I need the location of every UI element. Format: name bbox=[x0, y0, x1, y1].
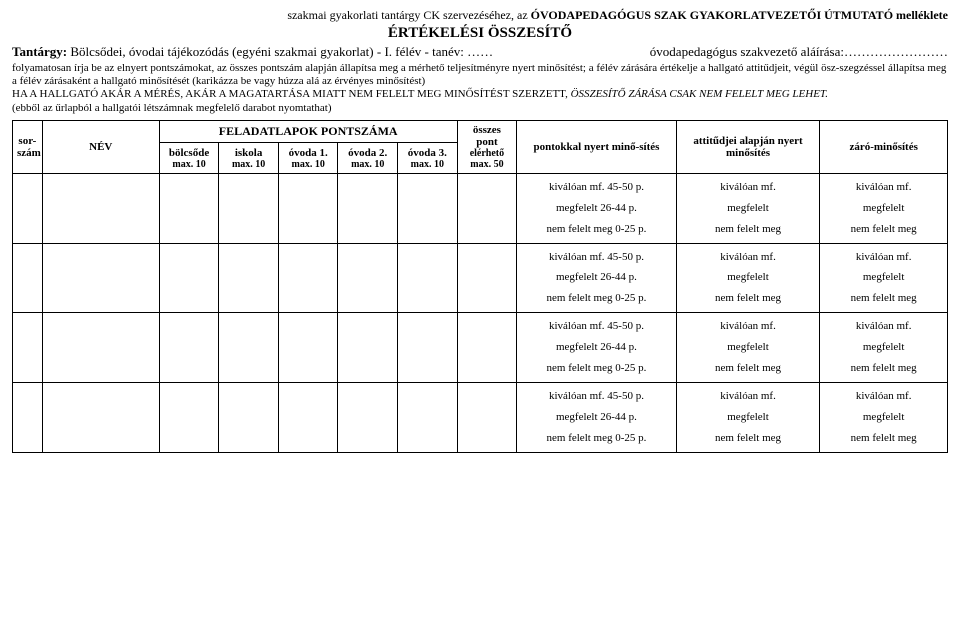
cell-score bbox=[159, 173, 219, 243]
cell-score bbox=[398, 313, 458, 383]
hdr-sub-2: óvoda 1.max. 10 bbox=[278, 143, 338, 174]
hdr-feladat: FELADATLAPOK PONTSZÁMA bbox=[159, 120, 457, 142]
cell-score bbox=[278, 243, 338, 313]
cell-sorszam bbox=[13, 173, 43, 243]
cell-total bbox=[457, 382, 517, 452]
cell-score bbox=[278, 382, 338, 452]
hdr-sub-4: óvoda 3.max. 10 bbox=[398, 143, 458, 174]
cell-score bbox=[219, 382, 279, 452]
para2-italic: ÖSSZESÍTŐ ZÁRÁSA CSAK NEM FELELT MEG LEH… bbox=[571, 88, 828, 100]
cell-score bbox=[219, 173, 279, 243]
cell-nev bbox=[42, 382, 159, 452]
subject-line: Tantárgy: Bölcsődei, óvodai tájékozódás … bbox=[12, 44, 948, 60]
table-header-row-1: sor-szám NÉV FELADATLAPOK PONTSZÁMA össz… bbox=[13, 120, 948, 142]
paragraph-1: folyamatosan írja be az elnyert pontszám… bbox=[12, 62, 948, 87]
cell-attitud: kiválóan mf. megfelelt nem felelt meg bbox=[676, 173, 820, 243]
hdr-nev: NÉV bbox=[42, 120, 159, 173]
table-row: kiválóan mf. 45-50 p. megfelelt 26-44 p.… bbox=[13, 382, 948, 452]
cell-pontok: kiválóan mf. 45-50 p. megfelelt 26-44 p.… bbox=[517, 382, 677, 452]
cell-pontok: kiválóan mf. 45-50 p. megfelelt 26-44 p.… bbox=[517, 173, 677, 243]
cell-attitud: kiválóan mf. megfelelt nem felelt meg bbox=[676, 313, 820, 383]
table-row: kiválóan mf. 45-50 p. megfelelt 26-44 p.… bbox=[13, 173, 948, 243]
header-bold: ÓVODAPEDAGÓGUS SZAK GYAKORLATVEZETŐI ÚTM… bbox=[531, 8, 948, 22]
hdr-zaro: záró-minősítés bbox=[820, 120, 948, 173]
cell-attitud: kiválóan mf. megfelelt nem felelt meg bbox=[676, 243, 820, 313]
note-line: (ebből az űrlapból a hallgatói létszámna… bbox=[12, 102, 948, 114]
hdr-ossz-top: összes pont bbox=[462, 124, 513, 148]
hdr-sorszam: sor-szám bbox=[13, 120, 43, 173]
cell-pontok: kiválóan mf. 45-50 p. megfelelt 26-44 p.… bbox=[517, 313, 677, 383]
hdr-pontok: pontokkal nyert minő-sítés bbox=[517, 120, 677, 173]
cell-score bbox=[338, 243, 398, 313]
cell-score bbox=[278, 313, 338, 383]
cell-sorszam bbox=[13, 382, 43, 452]
cell-pontok: kiválóan mf. 45-50 p. megfelelt 26-44 p.… bbox=[517, 243, 677, 313]
cell-total bbox=[457, 173, 517, 243]
paragraph-2: HA A HALLGATÓ AKÁR A MÉRÉS, AKÁR A MAGAT… bbox=[12, 88, 948, 101]
hdr-attitud: attitűdjei alapján nyert minősítés bbox=[676, 120, 820, 173]
cell-score bbox=[219, 313, 279, 383]
cell-nev bbox=[42, 173, 159, 243]
table-row: kiválóan mf. 45-50 p. megfelelt 26-44 p.… bbox=[13, 313, 948, 383]
subject-value: Bölcsődei, óvodai tájékozódás (egyéni sz… bbox=[70, 44, 493, 59]
cell-score bbox=[159, 382, 219, 452]
cell-zaro: kiválóan mf. megfelelt nem felelt meg bbox=[820, 382, 948, 452]
hdr-sub-1: iskolamax. 10 bbox=[219, 143, 279, 174]
para2-plain: HA A HALLGATÓ AKÁR A MÉRÉS, AKÁR A MAGAT… bbox=[12, 88, 571, 100]
cell-score bbox=[398, 382, 458, 452]
cell-total bbox=[457, 243, 517, 313]
cell-score bbox=[159, 243, 219, 313]
cell-zaro: kiválóan mf. megfelelt nem felelt meg bbox=[820, 313, 948, 383]
signature-line: óvodapedagógus szakvezető aláírása:……………… bbox=[650, 44, 948, 60]
cell-score bbox=[338, 313, 398, 383]
cell-score bbox=[398, 243, 458, 313]
cell-attitud: kiválóan mf. megfelelt nem felelt meg bbox=[676, 382, 820, 452]
cell-score bbox=[338, 173, 398, 243]
hdr-ossz: összes pont elérhető max. 50 bbox=[457, 120, 517, 173]
page-title: ÉRTÉKELÉSI ÖSSZESÍTŐ bbox=[12, 25, 948, 42]
header-prefix: szakmai gyakorlati tantárgy CK szervezés… bbox=[287, 8, 530, 22]
hdr-sub-0: bölcsődemax. 10 bbox=[159, 143, 219, 174]
cell-score bbox=[219, 243, 279, 313]
cell-score bbox=[338, 382, 398, 452]
cell-zaro: kiválóan mf. megfelelt nem felelt meg bbox=[820, 243, 948, 313]
table-row: kiválóan mf. 45-50 p. megfelelt 26-44 p.… bbox=[13, 243, 948, 313]
cell-nev bbox=[42, 313, 159, 383]
cell-score bbox=[278, 173, 338, 243]
cell-sorszam bbox=[13, 243, 43, 313]
cell-nev bbox=[42, 243, 159, 313]
summary-table: sor-szám NÉV FELADATLAPOK PONTSZÁMA össz… bbox=[12, 120, 948, 453]
cell-total bbox=[457, 313, 517, 383]
hdr-ossz-sub: elérhető max. 50 bbox=[462, 148, 513, 170]
page-header: szakmai gyakorlati tantárgy CK szervezés… bbox=[12, 8, 948, 23]
cell-zaro: kiválóan mf. megfelelt nem felelt meg bbox=[820, 173, 948, 243]
cell-score bbox=[159, 313, 219, 383]
cell-sorszam bbox=[13, 313, 43, 383]
hdr-sub-3: óvoda 2.max. 10 bbox=[338, 143, 398, 174]
cell-score bbox=[398, 173, 458, 243]
subject-label: Tantárgy: bbox=[12, 44, 70, 59]
